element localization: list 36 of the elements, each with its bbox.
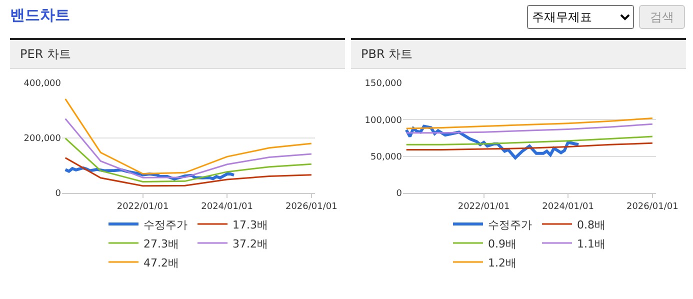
y-tick-label: 200,000 <box>24 134 62 144</box>
line-series <box>406 123 654 134</box>
line-series <box>64 138 312 182</box>
y-tick-label: 150,000 <box>364 79 402 90</box>
legend-label: 수정주가 <box>144 218 188 232</box>
legend-label: 37.2배 <box>232 237 268 250</box>
legend-label: 47.2배 <box>144 256 179 270</box>
legend-label: 27.3배 <box>144 237 179 250</box>
text: 밴드차트 <box>10 6 70 25</box>
line-series <box>64 157 312 187</box>
dropdown: 주재무제표 <box>527 5 634 29</box>
line-series <box>64 118 312 178</box>
search-button: 검색 <box>639 5 685 29</box>
chart-title: PER 차트 <box>10 40 345 69</box>
y-tick-label: 0 <box>396 189 402 200</box>
chart-title: PBR 차트 <box>351 40 686 69</box>
legend-label: 17.3배 <box>232 218 268 232</box>
y-tick-label: 0 <box>55 189 62 200</box>
x-tick-label: 2024/01/01 <box>201 202 253 212</box>
legend-label: 0.9배 <box>488 237 516 250</box>
legend-label: 0.8배 <box>577 218 606 232</box>
y-tick-label: 50,000 <box>370 152 402 162</box>
line-series <box>406 117 654 130</box>
line-series <box>64 98 312 174</box>
legend-label: 1.1배 <box>577 237 606 250</box>
x-tick-label: 2026/01/01 <box>285 202 338 212</box>
x-tick-label: 2022/01/01 <box>116 202 169 212</box>
y-tick-label: 100,000 <box>364 116 402 126</box>
x-tick-label: 2026/01/01 <box>626 202 678 212</box>
x-tick-label: 2024/01/01 <box>542 202 594 212</box>
legend-label: 수정주가 <box>488 218 532 232</box>
legend-label: 1.2배 <box>488 256 516 270</box>
y-tick-label: 400,000 <box>24 79 62 90</box>
line-series <box>406 142 654 150</box>
line-series <box>406 136 654 146</box>
x-tick-label: 2022/01/01 <box>458 202 510 212</box>
